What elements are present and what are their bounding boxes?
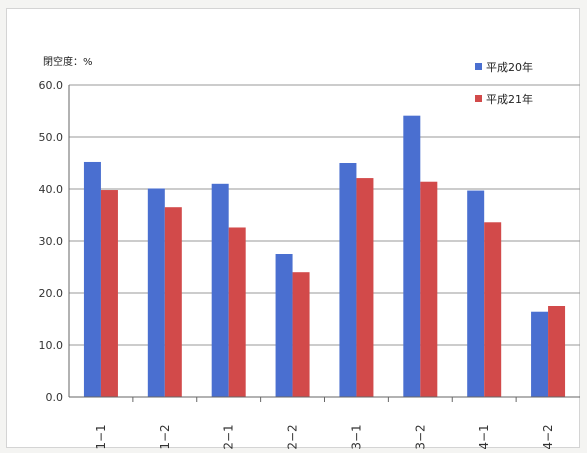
bar-1-4−2: [531, 311, 549, 397]
bar-2-1−1: [100, 190, 118, 397]
bar-2-1−2: [164, 207, 182, 397]
axes: [68, 85, 580, 402]
y-axis-label: 閉空度：%: [43, 55, 93, 68]
y-tick-label: 10.0: [39, 339, 64, 352]
x-tick-label: 1−1: [94, 424, 108, 449]
y-tick-label: 60.0: [39, 79, 64, 92]
legend-label-1: 平成20年: [486, 60, 533, 74]
bar-chart: 閉空度：% 0.0 10.0 20.0 30.0 40.0 50.0 60.0 1−1 1−2 2…: [39, 55, 580, 449]
y-tick-label: 20.0: [39, 287, 64, 300]
bar-1-1−2: [147, 188, 165, 397]
legend-swatch-1: [475, 63, 482, 70]
bar-2-3−2: [420, 181, 438, 397]
y-tick-label: 40.0: [39, 183, 64, 196]
x-tick-label: 3−1: [349, 424, 363, 449]
bar-2-4−2: [548, 306, 566, 397]
x-tick-label: 2−2: [286, 424, 300, 449]
x-tick-label: 1−2: [158, 424, 172, 449]
bar-1-2−2: [275, 254, 293, 397]
bars: [83, 115, 566, 398]
bar-2-4−1: [484, 222, 502, 397]
bar-1-4−1: [467, 190, 485, 397]
chart-frame: 閉空度：% 0.0 10.0 20.0 30.0 40.0 50.0 60.0 1−1 1−2 2…: [6, 8, 580, 449]
x-tick-label: 3−2: [413, 424, 427, 449]
x-tick-label: 2−1: [222, 424, 236, 449]
legend-label-2: 平成21年: [486, 92, 533, 106]
bar-2-2−1: [228, 227, 246, 397]
y-tick-label: 0.0: [46, 391, 64, 404]
x-tick-label: 4−2: [541, 424, 555, 449]
tick-labels: 0.0 10.0 20.0 30.0 40.0 50.0 60.0 1−1 1−2 2−1 2−2 3…: [39, 79, 556, 449]
y-tick-label: 30.0: [39, 235, 64, 248]
gridlines: [69, 84, 580, 346]
bar-2-3−1: [356, 178, 374, 397]
bar-1-1−1: [83, 161, 101, 397]
bar-1-3−1: [339, 163, 357, 397]
x-tick-label: 4−1: [477, 424, 491, 449]
bar-1-2−1: [211, 183, 229, 397]
y-tick-label: 50.0: [39, 131, 64, 144]
legend-swatch-2: [475, 95, 482, 102]
bar-2-2−2: [292, 272, 310, 397]
bar-1-3−2: [403, 115, 421, 398]
